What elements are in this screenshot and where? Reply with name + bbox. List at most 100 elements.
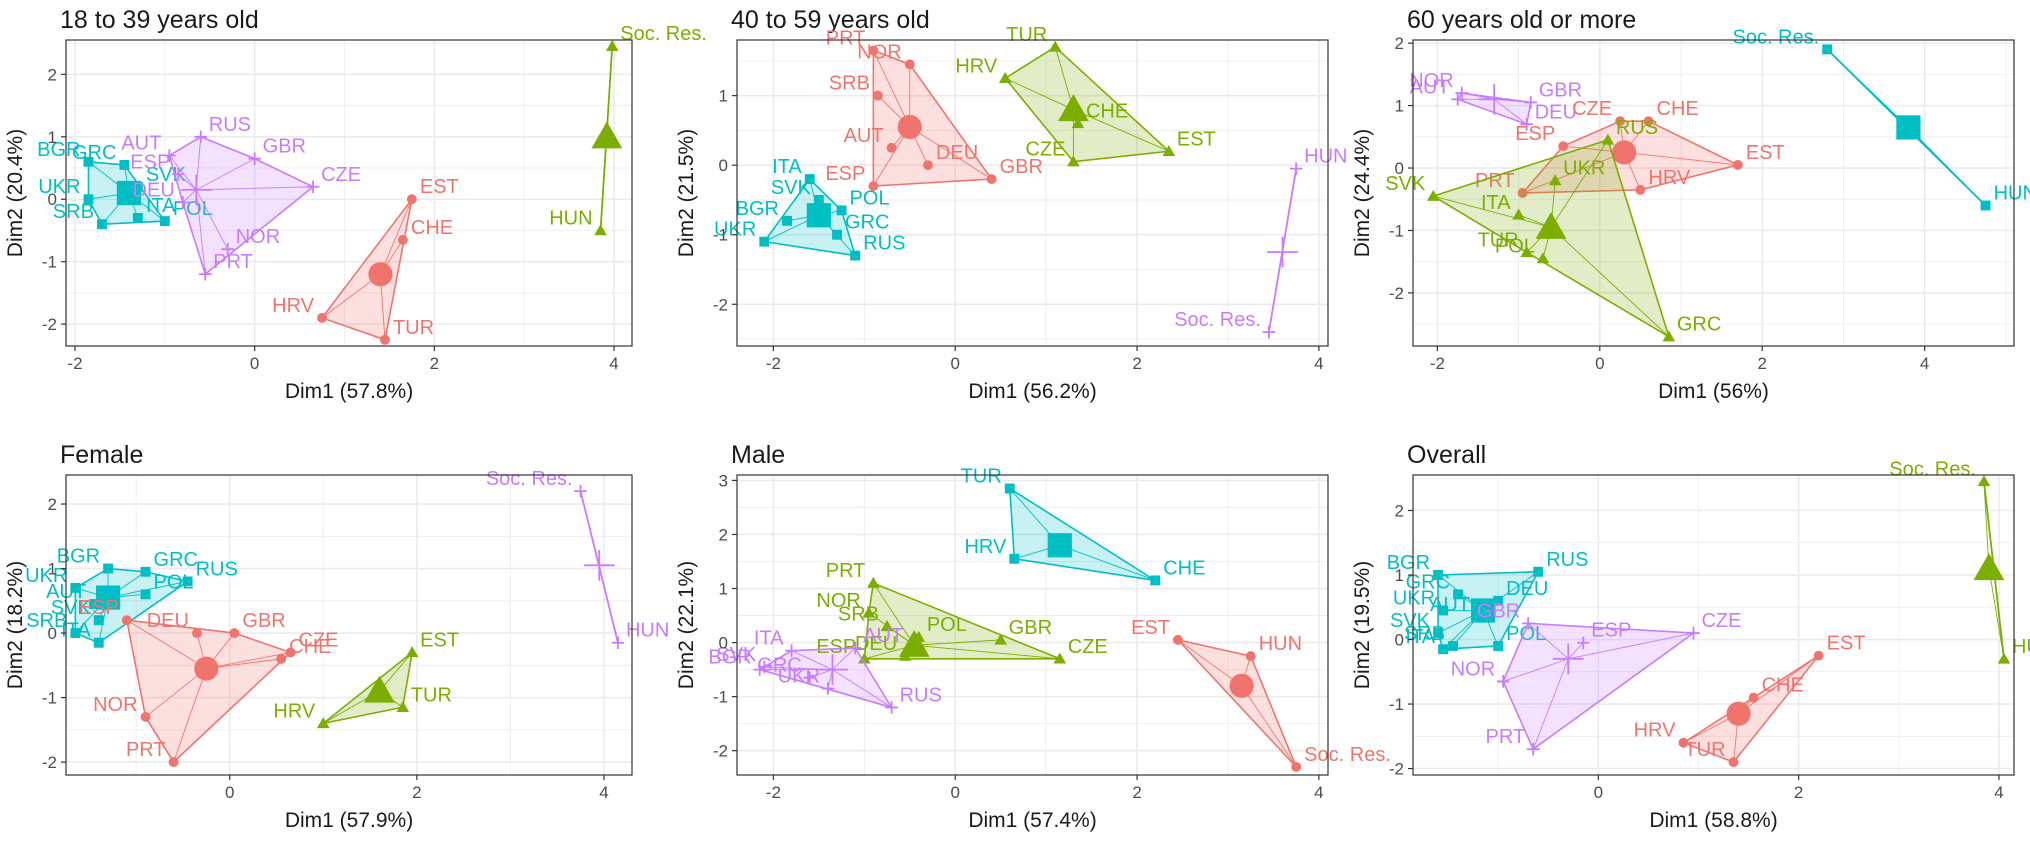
point-marker (194, 130, 208, 144)
point-label: SVK (771, 177, 812, 199)
x-tick-label: 4 (1994, 783, 2003, 802)
point-label: DEU (133, 179, 175, 201)
point-label: GRC (757, 655, 801, 677)
plot-area (737, 475, 1328, 775)
x-tick-label: -2 (1430, 354, 1445, 373)
point-marker (1980, 200, 1991, 211)
point-label: NOR (816, 590, 860, 612)
point-marker (1438, 605, 1448, 616)
point-marker (850, 250, 861, 261)
panel-title: Overall (1407, 441, 1486, 469)
centroid-spoke (606, 46, 613, 137)
point-marker (753, 663, 767, 676)
point-label: HUN (1259, 633, 1302, 655)
centroid-spoke (832, 669, 892, 708)
point-marker (868, 181, 879, 191)
centroid-spoke (1527, 623, 1569, 660)
x-tick-label: 0 (1594, 783, 1603, 802)
point-marker (140, 711, 151, 722)
point-marker (1520, 246, 1534, 258)
y-tick-label: 2 (1395, 34, 1404, 53)
point-marker (83, 194, 94, 205)
centroid-spoke (196, 158, 255, 191)
x-tick-label: 2 (1794, 783, 1803, 802)
point-marker (1291, 761, 1302, 772)
point-marker (1548, 174, 1562, 186)
y-tick-label: 1 (1395, 566, 1404, 585)
point-label: HUN (1994, 182, 2030, 204)
point-label: RUS (196, 558, 238, 580)
point-label: NOR (1409, 70, 1453, 92)
centroid-spoke (872, 50, 911, 128)
point-label: HRV (272, 295, 315, 317)
centroid-spoke (1826, 49, 1909, 128)
point-label: TUR (1684, 739, 1725, 761)
point-marker (994, 633, 1007, 645)
centroid-marker (194, 656, 219, 681)
x-tick-label: 0 (950, 354, 959, 373)
y-tick-label: 1 (719, 580, 728, 599)
point-marker (1009, 553, 1020, 564)
point-label: TUR (961, 466, 1002, 488)
point-label: Soc. Res. (1304, 744, 1391, 766)
point-label: GRC (845, 212, 889, 234)
centroid-marker (591, 121, 623, 149)
point-label: Soc. Res. (1732, 26, 1819, 48)
point-marker (1576, 636, 1590, 650)
centroid-spoke (1988, 568, 2005, 659)
point-marker (285, 647, 296, 658)
point-marker (1245, 651, 1256, 662)
point-label: AUT (121, 133, 161, 155)
point-marker (221, 242, 235, 256)
x-tick-label: 4 (1920, 354, 1929, 373)
point-label: ESP (825, 163, 865, 185)
point-marker (70, 582, 81, 593)
centroid-spoke (1241, 685, 1297, 768)
y-tick-label: -2 (1389, 284, 1404, 303)
y-axis-label: Dim2 (18.2%) (4, 561, 27, 689)
y-tick-label: 1 (48, 128, 57, 147)
point-label: CHE (1762, 675, 1804, 697)
cluster-3: EST HRV TUR (273, 629, 459, 729)
x-tick-label: -2 (766, 354, 781, 373)
y-tick-label: -1 (42, 689, 57, 708)
point-label: HUN (1304, 146, 1347, 168)
centroid-marker (180, 174, 212, 206)
cluster-4: EST HUN Soc. Res. (1131, 617, 1391, 772)
point-marker (93, 615, 104, 626)
point-marker (1048, 40, 1062, 52)
point-label: Soc. Res. (620, 23, 707, 45)
centroid-marker (806, 203, 831, 228)
point-marker (1732, 159, 1743, 170)
point-label: HRV (273, 700, 316, 722)
centroid-marker (368, 262, 393, 287)
centroid-spoke (1073, 109, 1170, 152)
point-label: CZE (1572, 98, 1612, 120)
y-axis-label: Dim2 (20.4%) (4, 129, 27, 257)
point-marker (405, 646, 419, 658)
point-marker (1448, 641, 1459, 651)
point-label: GRC (1406, 571, 1450, 593)
point-marker (1524, 96, 1538, 109)
point-label: DEU (1506, 578, 1548, 600)
grid (1413, 475, 2014, 775)
point-label: GBR (1477, 600, 1520, 622)
point-marker (1427, 189, 1440, 201)
point-marker (1433, 628, 1443, 639)
point-marker (140, 566, 151, 577)
cluster-4: HUN Soc. Res. (1174, 146, 1348, 339)
point-marker (406, 194, 417, 205)
panel-title: 18 to 39 years old (60, 6, 259, 34)
centroid-spoke (1983, 481, 1990, 569)
point-marker (1173, 634, 1183, 645)
point-label: RUS (1616, 117, 1658, 139)
centroid-spoke (1624, 151, 1738, 166)
point-label: HRV (1634, 720, 1677, 742)
centroid-marker (898, 629, 930, 657)
